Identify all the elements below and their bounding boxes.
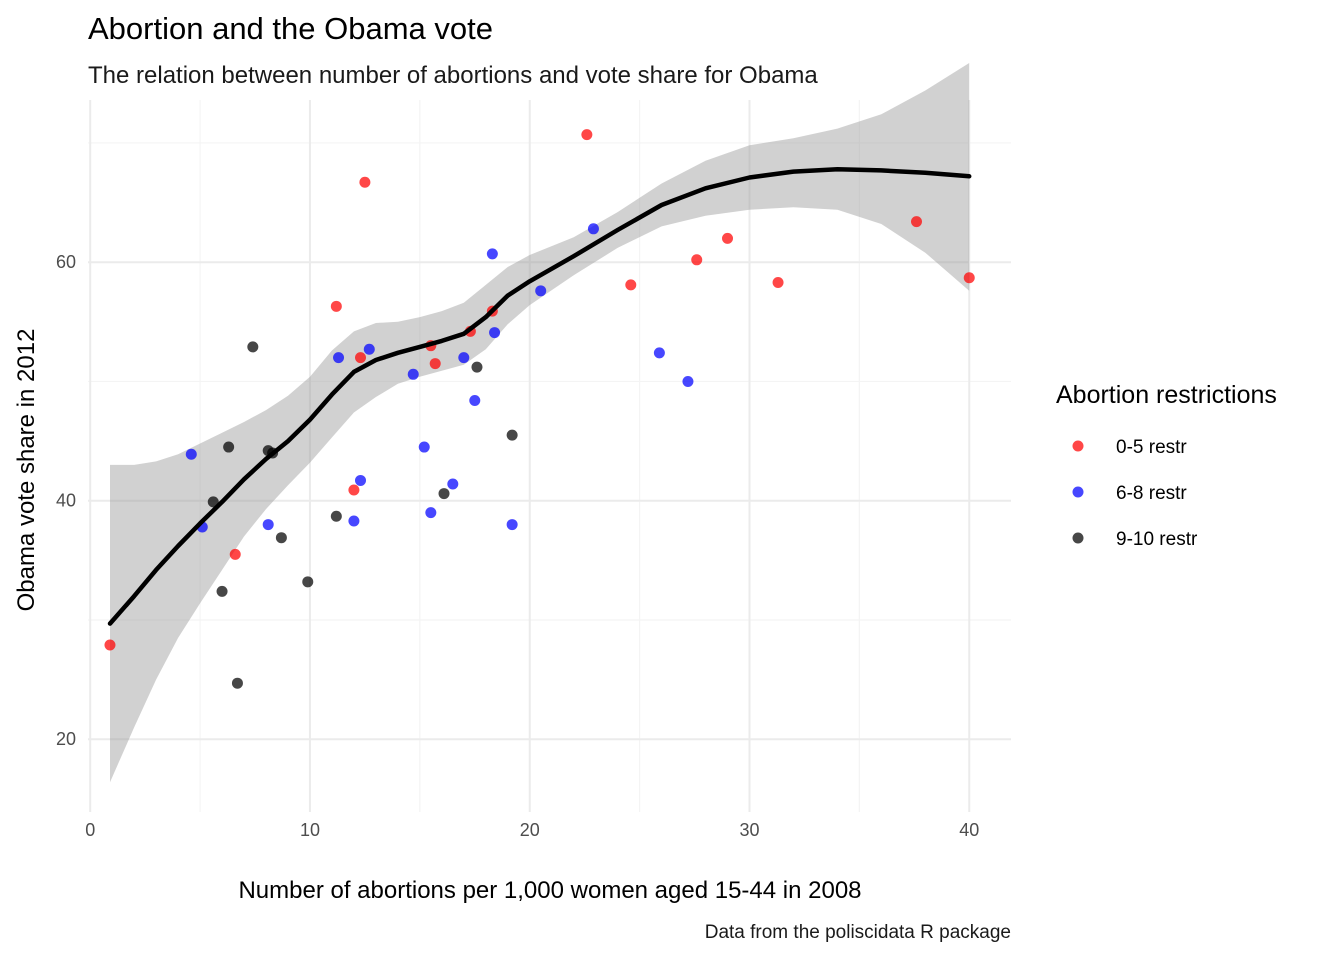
- point-9-10-restr: [275, 532, 287, 544]
- legend-key: [1072, 532, 1084, 544]
- x-tick-label: 20: [520, 820, 540, 840]
- point-6-8-restr: [506, 519, 518, 531]
- chart-caption: Data from the poliscidata R package: [705, 922, 1011, 943]
- point-0-5-restr: [722, 232, 734, 244]
- plot-area: [88, 63, 1011, 812]
- point-0-5-restr: [104, 639, 116, 651]
- point-0-5-restr: [330, 300, 342, 312]
- point-9-10-restr: [438, 488, 450, 500]
- point-9-10-restr: [471, 361, 483, 373]
- y-tick-label: 60: [56, 252, 76, 272]
- point-6-8-restr: [469, 395, 481, 407]
- legend-items: 0-5 restr 6-8 restr 9-10 restr: [1072, 437, 1198, 550]
- point-6-8-restr: [348, 515, 360, 527]
- legend-label: 6-8 restr: [1116, 483, 1187, 504]
- x-tick-label: 0: [85, 820, 95, 840]
- point-6-8-restr: [587, 223, 599, 235]
- y-tick-label: 20: [56, 729, 76, 749]
- point-0-5-restr: [229, 548, 241, 560]
- legend-key: [1072, 440, 1084, 452]
- x-tick-label: 10: [300, 820, 320, 840]
- point-6-8-restr: [333, 352, 345, 364]
- major-gridlines: [88, 100, 1011, 812]
- point-6-8-restr: [425, 507, 437, 519]
- point-6-8-restr: [262, 519, 274, 531]
- x-axis-tick-labels: 0 10 20 30 40: [85, 820, 979, 840]
- legend-label: 0-5 restr: [1116, 437, 1187, 458]
- point-0-5-restr: [963, 272, 975, 284]
- legend: Abortion restrictions 0-5 restr 6-8 restr…: [1056, 381, 1277, 550]
- point-6-8-restr: [486, 248, 498, 260]
- legend-label: 9-10 restr: [1116, 529, 1198, 550]
- point-9-10-restr: [330, 510, 342, 522]
- point-0-5-restr: [581, 129, 593, 141]
- x-tick-label: 30: [739, 820, 759, 840]
- point-9-10-restr: [207, 496, 219, 508]
- legend-key: [1072, 486, 1084, 498]
- y-axis-title: Obama vote share in 2012: [13, 329, 40, 612]
- y-axis-tick-labels: 20 40 60: [56, 252, 76, 749]
- point-0-5-restr: [691, 254, 703, 266]
- smooth-line: [107, 166, 972, 626]
- point-9-10-restr: [247, 341, 259, 353]
- chart-title: Abortion and the Obama vote: [88, 11, 493, 46]
- point-9-10-restr: [231, 677, 243, 689]
- point-0-5-restr: [355, 352, 367, 364]
- point-6-8-restr: [363, 343, 375, 355]
- point-6-8-restr: [355, 474, 367, 486]
- x-axis-title: Number of abortions per 1,000 women aged…: [238, 877, 861, 904]
- point-6-8-restr: [682, 375, 694, 387]
- y-tick-label: 40: [56, 491, 76, 511]
- chart-subtitle: The relation between number of abortions…: [88, 62, 818, 89]
- point-0-5-restr: [911, 216, 923, 228]
- point-9-10-restr: [216, 585, 228, 597]
- point-0-5-restr: [359, 176, 371, 188]
- point-6-8-restr: [407, 368, 419, 380]
- point-0-5-restr: [772, 276, 784, 288]
- point-6-8-restr: [535, 285, 547, 297]
- point-6-8-restr: [418, 441, 430, 453]
- point-6-8-restr: [185, 448, 197, 460]
- point-9-10-restr: [302, 576, 314, 588]
- x-tick-label: 40: [959, 820, 979, 840]
- point-0-5-restr: [429, 358, 441, 370]
- smooth-confidence-band: [110, 63, 970, 783]
- point-6-8-restr: [458, 352, 470, 364]
- point-6-8-restr: [447, 478, 459, 490]
- point-0-5-restr: [625, 279, 637, 291]
- data-points: [104, 129, 975, 689]
- point-0-5-restr: [348, 484, 360, 496]
- point-6-8-restr: [653, 347, 665, 359]
- point-9-10-restr: [506, 429, 518, 441]
- point-6-8-restr: [489, 327, 501, 339]
- legend-title: Abortion restrictions: [1056, 381, 1277, 409]
- point-9-10-restr: [223, 441, 235, 453]
